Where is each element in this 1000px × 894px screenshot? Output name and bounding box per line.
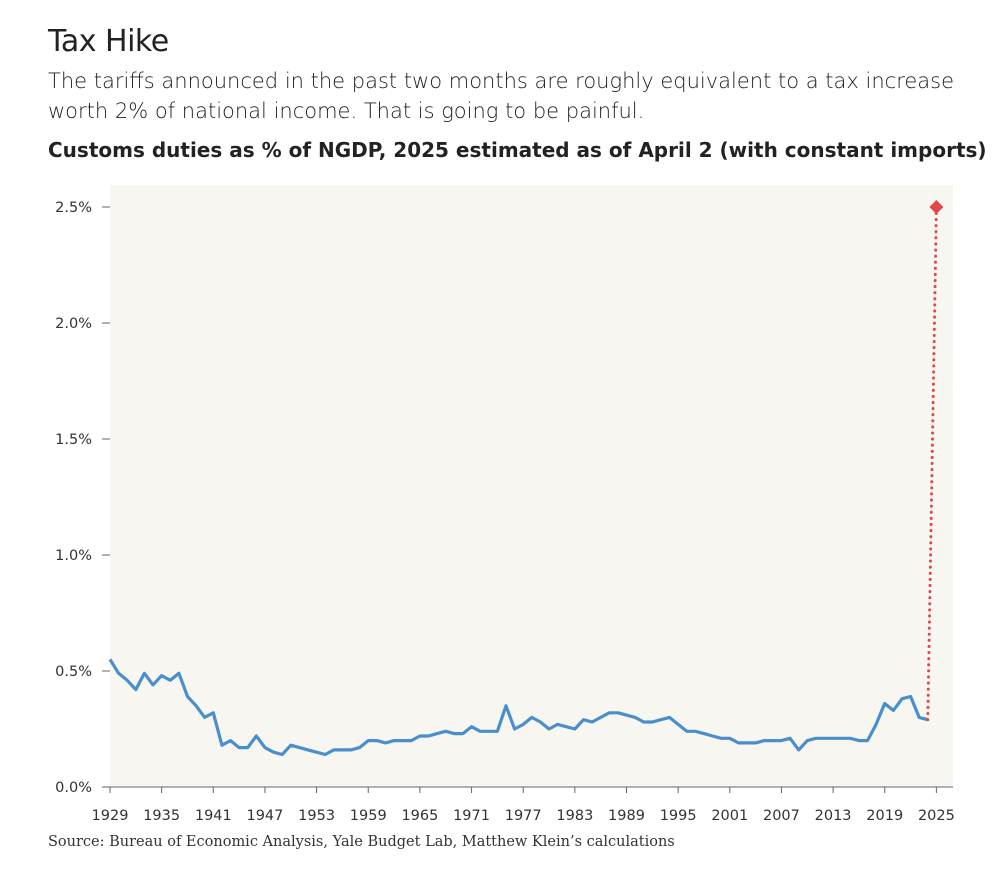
- y-tick-label: 2.0%: [55, 316, 92, 332]
- x-tick-label: 1971: [453, 808, 490, 824]
- estimate-dotted-line: [926, 205, 938, 722]
- y-tick-label: 1.0%: [55, 548, 92, 564]
- x-tick-label: 2007: [763, 808, 800, 824]
- y-tick-label: 2.5%: [55, 200, 92, 216]
- page-title: Tax Hike: [48, 24, 169, 59]
- chart-title: Customs duties as % of NGDP, 2025 estima…: [48, 138, 987, 162]
- y-axis: 0.0% 0.5% 1.0% 1.5% 2.0% 2.5%: [55, 200, 110, 796]
- y-tick-label: 0.5%: [55, 664, 92, 680]
- x-tick-label: 1929: [92, 808, 129, 824]
- estimate-point-marker: [929, 200, 944, 214]
- x-tick-label: 2001: [711, 808, 748, 824]
- x-tick-label: 1965: [401, 808, 438, 824]
- x-tick-label: 2013: [815, 808, 852, 824]
- series-layer: [108, 200, 944, 757]
- x-tick-label: 1983: [556, 808, 593, 824]
- x-tick-label: 2025: [918, 808, 955, 824]
- x-tick-label: 1947: [246, 808, 283, 824]
- x-tick-label: 2019: [866, 808, 903, 824]
- customs-duties-line: [108, 658, 929, 757]
- x-tick-label: 1941: [195, 808, 232, 824]
- plot-background: [110, 185, 953, 787]
- y-tick-label: 1.5%: [55, 432, 92, 448]
- x-tick-label: 1935: [143, 808, 180, 824]
- page-subtitle: The tariffs announced in the past two mo…: [48, 69, 955, 123]
- x-tick-label: 1959: [350, 808, 387, 824]
- source-note: Source: Bureau of Economic Analysis, Yal…: [48, 834, 675, 850]
- x-tick-label: 1995: [660, 808, 697, 824]
- x-tick-label: 1989: [608, 808, 645, 824]
- x-tick-label: 1977: [505, 808, 542, 824]
- line-chart: 0.0% 0.5% 1.0% 1.5% 2.0% 2.5% 1929 1935 1941 194…: [55, 185, 955, 824]
- x-axis: 1929 1935 1941 1947 1953 1959 1965 1971 1977 1983…: [92, 787, 955, 824]
- x-tick-label: 1953: [298, 808, 335, 824]
- y-tick-label: 0.0%: [55, 780, 92, 796]
